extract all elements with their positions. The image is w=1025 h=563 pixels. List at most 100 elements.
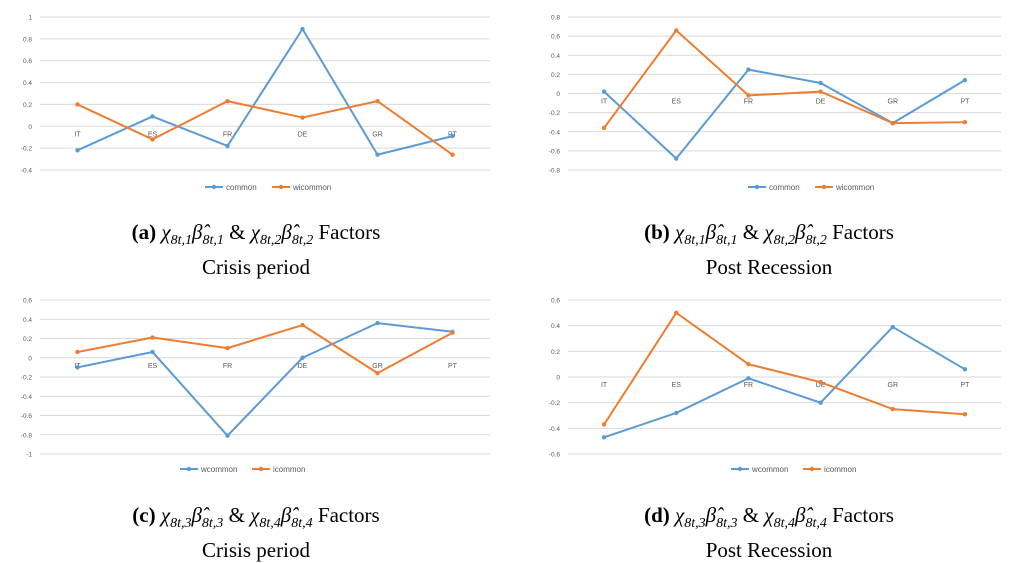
caption-c: (c) χ8t,3β̂8t,3 & χ8t,4β̂8t,4 Factors Cr… <box>0 502 512 563</box>
point-common <box>746 67 751 72</box>
caption-d-line2: Post Recession <box>705 538 833 563</box>
point-common <box>150 114 155 119</box>
legend-label-common: common <box>226 183 257 192</box>
chart-panel-c: -1-0.8-0.6-0.4-0.200.20.40.6ITESFRDEGRPT… <box>0 288 512 483</box>
legend-marker-wicommon <box>821 184 827 190</box>
x-tick-label: FR <box>744 99 753 106</box>
y-tick-label: -0.2 <box>21 375 33 382</box>
series-line-common <box>77 28 453 156</box>
point-wicommon <box>225 98 230 104</box>
x-tick-label: PT <box>448 363 458 370</box>
y-tick-label: 0.8 <box>551 15 560 22</box>
point-wicommon <box>300 115 305 120</box>
y-tick-label: 0.4 <box>551 53 560 60</box>
y-tick-label: 0.2 <box>551 349 560 356</box>
x-tick-label: DE <box>816 99 826 106</box>
legend-marker-wicommon <box>278 184 284 190</box>
point-wicommon <box>375 98 380 104</box>
chart-a: -0.4-0.200.20.40.60.81ITESFRDEGRPTcommon… <box>21 15 490 192</box>
point-wicommon <box>674 28 679 33</box>
y-tick-label: -0.6 <box>21 413 33 420</box>
series-line-wcommon <box>77 322 453 437</box>
y-tick-label: 0.2 <box>23 336 32 343</box>
y-tick-label: -0.6 <box>549 452 561 459</box>
legend-label-wicommon: wicommon <box>835 183 874 192</box>
series-line-wcommon <box>603 325 966 439</box>
x-tick-label: ES <box>672 99 682 106</box>
caption-tag: (b) <box>644 220 670 244</box>
point-common <box>818 80 823 86</box>
point-common <box>601 89 607 94</box>
point-wicommon <box>746 93 751 98</box>
chart-d: -0.6 -0.4 -0.2 0 0.2 0.4 0.6 IT ES FR DE GR PT wcommo… <box>549 298 1001 474</box>
y-tick-label: 1 <box>28 15 32 22</box>
point-wicommon <box>150 137 155 142</box>
point-icommon <box>818 379 823 385</box>
x-tick-label: ES <box>148 363 158 370</box>
x-tick-label: FR <box>223 131 232 138</box>
y-tick-label: -0.4 <box>549 426 561 433</box>
x-tick-label: GR <box>372 131 383 138</box>
x-tick-label: IT <box>601 382 608 389</box>
point-wcommon <box>375 320 380 326</box>
chart-b: -0.8 -0.6 -0.4 -0.2 0 0.2 0.4 0.6 0.8 IT ES FR DE GR P… <box>549 15 1001 192</box>
point-icommon <box>75 349 80 355</box>
point-icommon <box>890 406 895 412</box>
legend-label-icommon: icommon <box>273 465 305 474</box>
legend-marker-wcommon <box>186 466 192 472</box>
y-tick-label: -1 <box>26 452 32 459</box>
point-wicommon <box>890 120 895 126</box>
x-tick-label: GR <box>888 382 899 389</box>
x-tick-label: FR <box>223 363 232 370</box>
point-icommon <box>962 412 968 417</box>
legend-marker-common <box>754 184 760 190</box>
y-tick-label: 0.4 <box>23 80 32 87</box>
y-tick-label: 0.6 <box>551 34 560 41</box>
x-tick-label: PT <box>960 99 970 106</box>
y-tick-label: 0 <box>28 355 32 362</box>
point-wcommon <box>890 324 895 330</box>
legend-marker-wcommon <box>737 466 743 472</box>
x-tick-label: DE <box>298 363 308 370</box>
y-tick-label: -0.8 <box>549 168 561 175</box>
point-common <box>75 148 80 153</box>
point-wicommon <box>601 125 607 131</box>
y-tick-label: 0.4 <box>551 323 560 330</box>
x-tick-label: GR <box>888 99 899 106</box>
legend-label-common: common <box>769 183 800 192</box>
chart-panel-a: -0.4-0.200.20.40.60.81ITESFRDEGRPTcommon… <box>0 0 512 205</box>
point-icommon <box>150 335 155 340</box>
point-wcommon <box>300 355 305 360</box>
legend-marker-common <box>211 184 217 190</box>
point-icommon <box>375 370 380 376</box>
y-tick-label: 0 <box>556 91 560 98</box>
caption-d: (d) χ8t,3β̂8t,3 & χ8t,4β̂8t,4 Factors Po… <box>513 502 1025 563</box>
point-icommon <box>300 322 305 328</box>
y-tick-label: -0.6 <box>549 148 561 155</box>
point-icommon <box>746 361 751 367</box>
series-line-common <box>603 68 966 160</box>
point-wcommon <box>150 349 155 355</box>
x-tick-label: DE <box>816 382 826 389</box>
y-tick-label: 0.2 <box>551 72 560 79</box>
caption-d-line1: (d) χ8t,3β̂8t,3 & χ8t,4β̂8t,4 Factors <box>644 503 894 532</box>
legend-marker-icommon <box>258 466 264 472</box>
legend-label-wcommon: wcommon <box>751 465 788 474</box>
point-wcommon <box>674 410 679 416</box>
point-icommon <box>450 330 455 335</box>
x-tick-label: PT <box>960 382 970 389</box>
x-tick-label: FR <box>744 382 753 389</box>
caption-a-line1: (a) χ8t,1β̂8t,1 & χ8t,2β̂8t,2 Factors <box>131 220 381 249</box>
y-tick-label: 0 <box>28 124 32 131</box>
x-tick-label: IT <box>74 131 81 138</box>
point-wcommon <box>601 435 607 440</box>
point-common <box>674 156 679 161</box>
x-tick-label: DE <box>298 131 308 138</box>
caption-tag: (d) <box>644 503 670 527</box>
point-common <box>450 133 455 139</box>
chart-panel-d: -0.6 -0.4 -0.2 0 0.2 0.4 0.6 IT ES FR DE GR PT wcommo… <box>513 288 1025 483</box>
y-tick-label: 0.8 <box>23 36 32 43</box>
y-tick-label: -0.2 <box>549 110 561 117</box>
caption-a: (a) χ8t,1β̂8t,1 & χ8t,2β̂8t,2 Factors Cr… <box>0 219 512 280</box>
y-tick-label: 0.2 <box>23 102 32 109</box>
